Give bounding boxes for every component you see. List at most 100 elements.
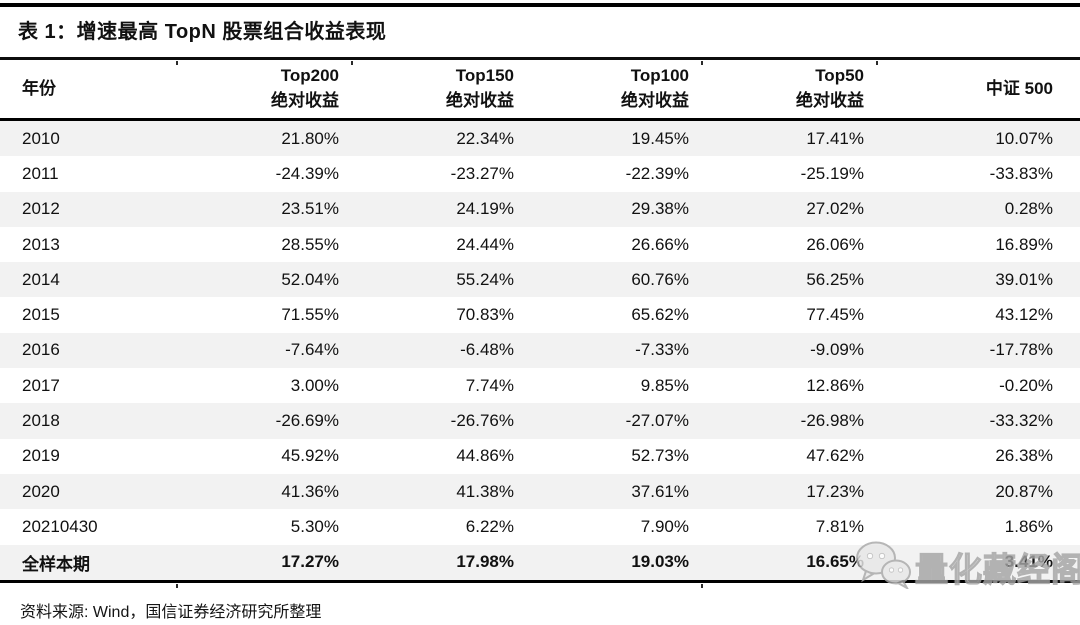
table-row: 2015 71.55% 70.83% 65.62% 77.45% 43.12% (0, 297, 1080, 332)
value-cell: 20.87% (995, 481, 1053, 501)
value-cell: 17.23% (806, 481, 864, 501)
column-tick (351, 61, 353, 65)
year-cell: 2015 (22, 305, 60, 325)
value-cell: 5.30% (290, 516, 339, 536)
table-row: 2016 -7.64% -6.48% -7.33% -9.09% -17.78% (0, 332, 1080, 369)
value-cell: -6.48% (460, 340, 514, 360)
value-cell: 55.24% (456, 269, 514, 289)
value-cell: -22.39% (625, 163, 689, 183)
value-cell: -26.69% (275, 411, 339, 431)
table-row: 2020 41.36% 41.38% 37.61% 17.23% 20.87% (0, 473, 1080, 510)
value-cell: 52.73% (631, 446, 689, 466)
value-cell: 37.61% (631, 481, 689, 501)
value-cell: 26.66% (631, 234, 689, 254)
value-cell: -33.32% (989, 411, 1053, 431)
table-header: 年份 Top200 绝对收益 Top150 绝对收益 Top100 绝对收益 Top50 绝对收… (0, 60, 1080, 121)
header-row: 年份 Top200 绝对收益 Top150 绝对收益 Top100 绝对收益 Top50 绝对收… (0, 60, 1080, 121)
year-cell: 2018 (22, 411, 60, 431)
column-header: Top150 绝对收益 (352, 60, 527, 121)
column-tick (701, 584, 703, 588)
value-cell: 17.41% (806, 128, 864, 148)
year-cell: 2017 (22, 375, 60, 395)
returns-table: 年份 Top200 绝对收益 Top150 绝对收益 Top100 绝对收益 Top50 绝对收… (0, 60, 1080, 583)
value-cell: 3.41% (877, 544, 1080, 583)
column-header: Top50 绝对收益 (702, 60, 877, 121)
value-cell: 39.01% (995, 269, 1053, 289)
value-cell: 24.44% (456, 234, 514, 254)
value-cell: -24.39% (275, 163, 339, 183)
table-row: 2018 -26.69% -26.76% -27.07% -26.98% -33.32% (0, 403, 1080, 439)
value-cell: 26.06% (806, 234, 864, 254)
value-cell: 29.38% (631, 199, 689, 219)
value-cell: 28.55% (281, 234, 339, 254)
column-header: Top100 绝对收益 (527, 60, 702, 121)
value-cell: -26.98% (800, 411, 864, 431)
value-cell: 22.34% (456, 128, 514, 148)
value-cell: 27.02% (806, 199, 864, 219)
table-row: 20210430 5.30% 6.22% 7.90% 7.81% 1.86% (0, 509, 1080, 544)
value-cell: 6.22% (465, 516, 514, 536)
value-cell: 71.55% (281, 305, 339, 325)
value-cell: 60.76% (631, 269, 689, 289)
value-cell: 1.86% (1004, 516, 1053, 536)
value-cell: -0.20% (999, 375, 1053, 395)
value-cell: 45.92% (281, 446, 339, 466)
value-cell: 23.51% (281, 199, 339, 219)
table-title: 表 1：增速最高 TopN 股票组合收益表现 (0, 3, 1080, 60)
column-header: 年份 (0, 60, 177, 121)
column-header: Top200 绝对收益 (177, 60, 352, 121)
value-cell: 41.36% (281, 481, 339, 501)
table-row: 2010 21.80% 22.34% 19.45% 17.41% 10.07% (0, 119, 1080, 157)
value-cell: 56.25% (806, 269, 864, 289)
value-cell: 9.85% (640, 375, 689, 395)
year-cell: 20210430 (22, 516, 98, 536)
value-cell: -33.83% (989, 163, 1053, 183)
value-cell: 7.74% (465, 375, 514, 395)
value-cell: 41.38% (456, 481, 514, 501)
value-cell: -23.27% (450, 163, 514, 183)
column-tick (876, 61, 878, 65)
value-cell: 70.83% (456, 305, 514, 325)
value-cell: 44.86% (456, 446, 514, 466)
table-body: 2010 21.80% 22.34% 19.45% 17.41% 10.07% 2011 -2… (0, 119, 1080, 583)
year-cell: 2020 (22, 481, 60, 501)
value-cell: -27.07% (625, 411, 689, 431)
value-cell: -26.76% (450, 411, 514, 431)
table-row: 2011 -24.39% -23.27% -22.39% -25.19% -33.83% (0, 156, 1080, 191)
value-cell: 19.45% (631, 128, 689, 148)
table-row: 2014 52.04% 55.24% 60.76% 56.25% 39.01% (0, 262, 1080, 298)
value-cell: 26.38% (995, 446, 1053, 466)
value-cell: -25.19% (800, 163, 864, 183)
value-cell: 7.81% (815, 516, 864, 536)
value-cell: -7.64% (285, 340, 339, 360)
value-cell: 47.62% (806, 446, 864, 466)
value-cell: 19.03% (527, 544, 702, 583)
value-cell: -9.09% (810, 340, 864, 360)
value-cell: 52.04% (281, 269, 339, 289)
column-header: 中证 500 (877, 60, 1080, 121)
value-cell: 77.45% (806, 305, 864, 325)
value-cell: 0.28% (1004, 199, 1053, 219)
value-cell: 43.12% (995, 305, 1053, 325)
year-cell: 2016 (22, 340, 60, 360)
value-cell: 10.07% (995, 128, 1053, 148)
source-note: 资料来源: Wind，国信证券经济研究所整理 (20, 603, 322, 621)
value-cell: 24.19% (456, 199, 514, 219)
value-cell: 12.86% (806, 375, 864, 395)
year-cell: 2012 (22, 199, 60, 219)
table-row: 全样本期 17.27% 17.98% 19.03% 16.65% 3.41% (0, 544, 1080, 583)
value-cell: 21.80% (281, 128, 339, 148)
table-row: 2012 23.51% 24.19% 29.38% 27.02% 0.28% (0, 191, 1080, 227)
year-cell: 2019 (22, 446, 60, 466)
table-row: 2019 45.92% 44.86% 52.73% 47.62% 26.38% (0, 439, 1080, 474)
value-cell: 17.98% (352, 544, 527, 583)
year-cell: 2014 (22, 269, 60, 289)
value-cell: 65.62% (631, 305, 689, 325)
value-cell: 7.90% (640, 516, 689, 536)
table-row: 2017 3.00% 7.74% 9.85% 12.86% -0.20% (0, 368, 1080, 403)
table-row: 2013 28.55% 24.44% 26.66% 26.06% 16.89% (0, 227, 1080, 262)
year-cell: 2010 (22, 128, 60, 148)
value-cell: 16.89% (995, 234, 1053, 254)
value-cell: -7.33% (635, 340, 689, 360)
value-cell: 17.27% (177, 544, 352, 583)
